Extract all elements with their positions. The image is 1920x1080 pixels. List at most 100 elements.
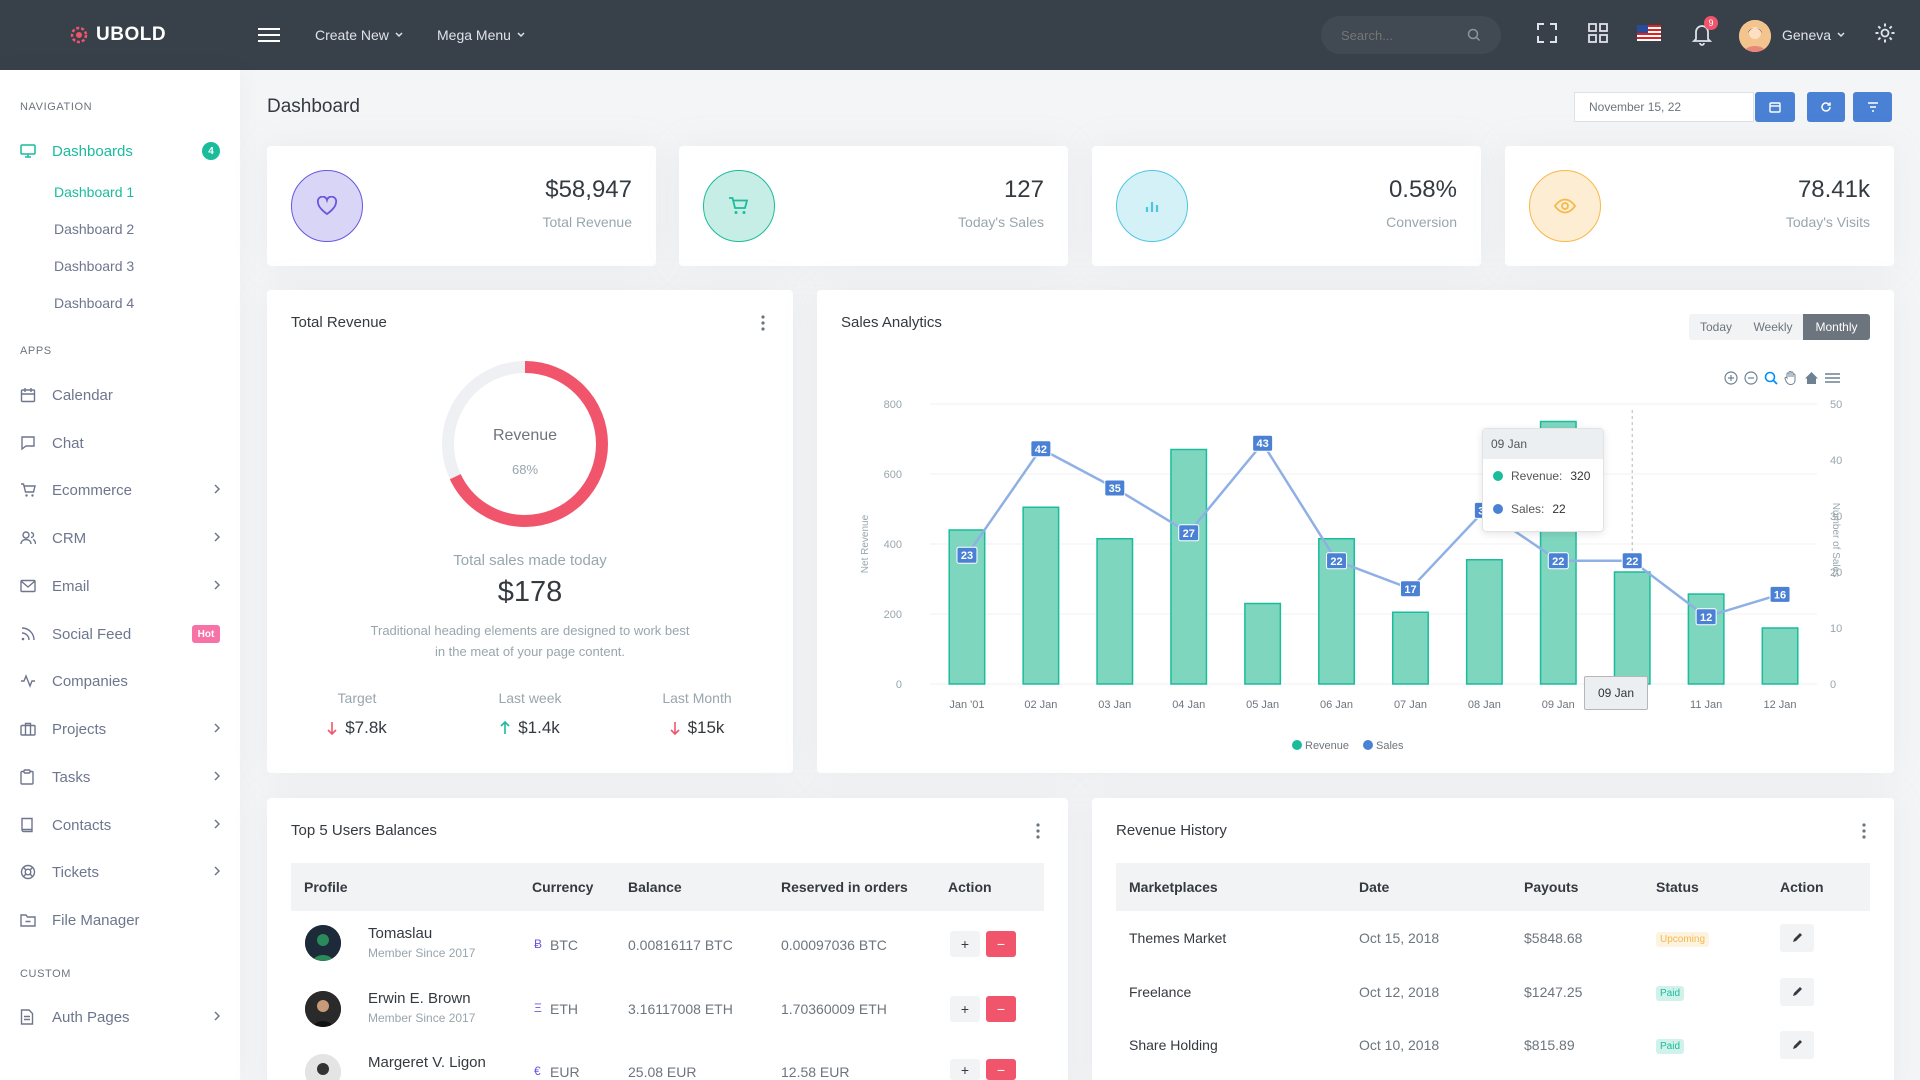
dashboards-count-badge: 4	[202, 142, 220, 160]
sidebar-item-auth-pages[interactable]: Auth Pages	[20, 1005, 220, 1029]
pan-hand-icon[interactable]	[1784, 370, 1798, 385]
file-text-icon	[20, 1009, 38, 1025]
y-axis-title: Net Revenue	[860, 514, 871, 573]
zoom-in-icon[interactable]	[1724, 370, 1738, 385]
y2-tick-label: 50	[1830, 399, 1842, 411]
reserved: 1.70360009 ETH	[781, 1001, 887, 1017]
sidebar-item-file-manager[interactable]: File Manager	[20, 908, 220, 932]
status-badge: Paid	[1656, 986, 1685, 1001]
x-axis-tooltip: 09 Jan	[1584, 676, 1648, 710]
sidebar-item-ecommerce[interactable]: Ecommerce	[20, 478, 220, 502]
sidebar-item-crm[interactable]: CRM	[20, 526, 220, 550]
sidebar-item-email[interactable]: Email	[20, 574, 220, 598]
filter-monthly-button[interactable]: Monthly	[1803, 314, 1870, 340]
member-since: Member Since 2017	[368, 1011, 476, 1025]
sidebar-subitem-dashboard-1[interactable]: Dashboard 1	[54, 184, 135, 200]
metric-last-month: $15k	[627, 718, 767, 738]
edit-button[interactable]	[1780, 924, 1814, 952]
edit-button[interactable]	[1780, 1031, 1814, 1059]
metric-target: $7.8k	[287, 718, 427, 738]
sidebar-item-label: Chat	[52, 434, 84, 452]
stat-card-conversion: 0.58% Conversion	[1092, 146, 1481, 266]
sidebar-item-companies[interactable]: Companies	[20, 669, 220, 693]
column-header: Marketplaces	[1129, 879, 1218, 895]
sidebar-item-chat[interactable]: Chat	[20, 431, 220, 455]
x-tick-label: 11 Jan	[1690, 699, 1722, 711]
fullscreen-icon[interactable]	[1536, 22, 1558, 44]
avatar[interactable]	[1739, 20, 1771, 52]
minus-button[interactable]: −	[986, 996, 1016, 1022]
stat-card-todays-visits: 78.41k Today's Visits	[1505, 146, 1894, 266]
legend-sales-marker	[1363, 740, 1373, 750]
minus-button[interactable]: −	[986, 1059, 1016, 1080]
more-options-icon[interactable]	[1032, 822, 1044, 840]
apps-grid-icon[interactable]	[1587, 22, 1609, 44]
brand-logo[interactable]: UBOLD	[70, 0, 166, 70]
sidebar-item-label: Tasks	[52, 768, 91, 786]
sidebar-item-contacts[interactable]: Contacts	[20, 813, 220, 837]
minus-button[interactable]: −	[986, 931, 1016, 957]
sidebar-subitem-dashboard-2[interactable]: Dashboard 2	[54, 221, 135, 237]
sidebar-item-label: Calendar	[52, 386, 113, 404]
sales-data-label: 43	[1257, 438, 1269, 450]
payout: $5848.68	[1524, 930, 1583, 946]
date-picker-input[interactable]: November 15, 22	[1574, 92, 1754, 122]
column-header: Status	[1656, 879, 1699, 895]
metric-value: $1.4k	[518, 718, 560, 737]
plus-button[interactable]: +	[950, 931, 980, 957]
sidebar-item-calendar[interactable]: Calendar	[20, 383, 220, 407]
section-apps: APPS	[20, 345, 52, 357]
home-icon[interactable]	[1804, 371, 1819, 385]
stat-label: Total Revenue	[542, 214, 632, 230]
refresh-button[interactable]	[1807, 92, 1845, 122]
edit-button[interactable]	[1780, 978, 1814, 1006]
more-options-icon[interactable]	[757, 314, 769, 332]
chevron-down-icon	[1837, 32, 1845, 38]
section-custom: CUSTOM	[20, 968, 72, 980]
chevron-right-icon	[214, 866, 220, 876]
magnifier-icon[interactable]	[1764, 371, 1778, 385]
menu-toggle-button[interactable]	[258, 0, 280, 70]
filter-icon	[1867, 102, 1879, 112]
table-header	[1116, 863, 1870, 911]
revenue-bar	[1465, 559, 1503, 685]
y2-tick-label: 40	[1830, 455, 1842, 467]
create-new-dropdown[interactable]: Create New	[315, 0, 403, 70]
us-flag-icon[interactable]	[1637, 25, 1661, 41]
plus-button[interactable]: +	[950, 1059, 980, 1080]
sidebar-subitem-dashboard-3[interactable]: Dashboard 3	[54, 258, 135, 274]
settings-gear-icon[interactable]	[1874, 22, 1896, 44]
sidebar-item-dashboards[interactable]: Dashboards 4	[20, 139, 220, 163]
legend-revenue-label: Revenue	[1305, 740, 1349, 752]
filter-weekly-button[interactable]: Weekly	[1743, 314, 1803, 340]
filter-button[interactable]	[1853, 92, 1892, 122]
search-input[interactable]	[1341, 27, 1461, 43]
sidebar-item-projects[interactable]: Projects	[20, 717, 220, 741]
cart-icon	[20, 482, 38, 498]
more-options-icon[interactable]	[1858, 822, 1870, 840]
search-icon[interactable]	[1467, 28, 1481, 42]
sidebar-item-tickets[interactable]: Tickets	[20, 860, 220, 884]
notification-badge: 9	[1704, 16, 1718, 30]
currency: ETH	[550, 1001, 578, 1017]
tooltip-revenue-row: Revenue: 320	[1483, 459, 1603, 492]
user-menu-dropdown[interactable]: Geneva	[1782, 0, 1845, 70]
sidebar-item-tasks[interactable]: Tasks	[20, 765, 220, 789]
filter-today-button[interactable]: Today	[1689, 314, 1743, 340]
total-revenue-card: Total Revenue Revenue 68% Total sales ma…	[267, 290, 793, 773]
column-header: Profile	[304, 879, 348, 895]
zoom-out-icon[interactable]	[1744, 370, 1758, 385]
sidebar-subitem-dashboard-4[interactable]: Dashboard 4	[54, 295, 135, 311]
sales-data-label: 17	[1404, 584, 1416, 596]
tooltip-label: Revenue:	[1511, 468, 1563, 483]
tooltip-value: 22	[1552, 501, 1566, 516]
plus-button[interactable]: +	[950, 996, 980, 1022]
mega-menu-dropdown[interactable]: Mega Menu	[437, 0, 525, 70]
sidebar-item-social-feed[interactable]: Social Feed Hot	[20, 622, 220, 646]
y2-tick-label: 30	[1830, 511, 1842, 523]
calendar-button[interactable]	[1755, 92, 1795, 122]
column-header: Currency	[532, 879, 594, 895]
lifebuoy-icon	[20, 864, 38, 880]
menu-icon[interactable]	[1825, 372, 1840, 384]
chevron-right-icon	[214, 771, 220, 781]
